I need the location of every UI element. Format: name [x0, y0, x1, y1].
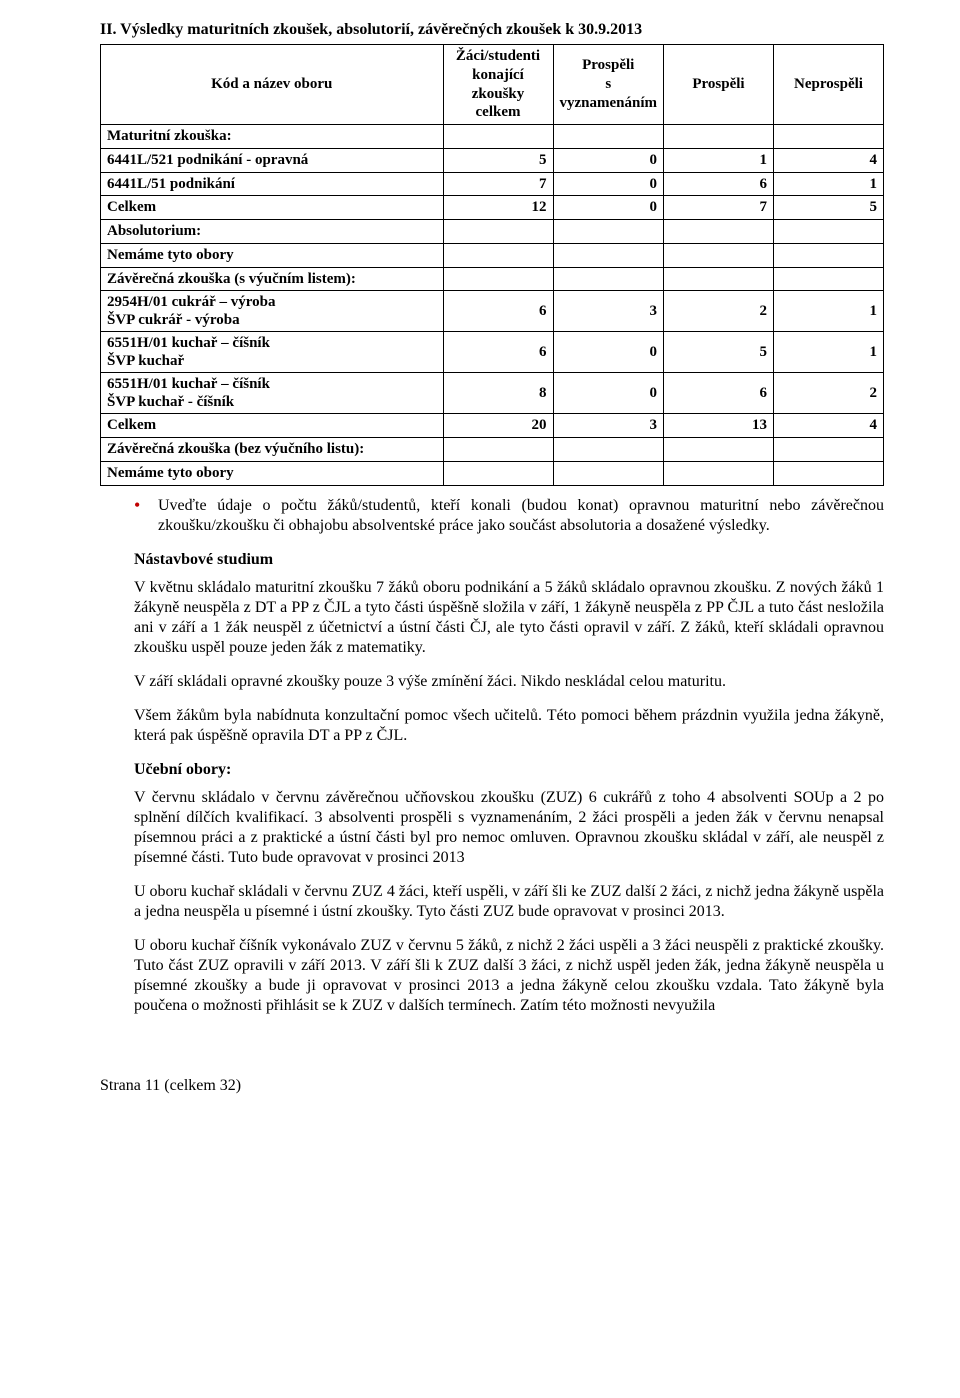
row-label: 6551H/01 kuchař – číšníkŠVP kuchař - číš… — [101, 373, 444, 414]
row-value — [774, 461, 884, 485]
row-value — [774, 267, 884, 291]
row-value — [664, 220, 774, 244]
row-value: 1 — [774, 172, 884, 196]
row-label: 2954H/01 cukrář – výrobaŠVP cukrář - výr… — [101, 291, 444, 332]
row-value — [553, 438, 664, 462]
table-row: Celkem203134 — [101, 414, 884, 438]
table-row: Závěrečná zkouška (bez výučního listu): — [101, 438, 884, 462]
row-value: 1 — [774, 291, 884, 332]
row-value: 7 — [664, 196, 774, 220]
page-footer: Strana 11 (celkem 32) — [100, 1076, 884, 1096]
row-value — [664, 125, 774, 149]
row-value — [553, 243, 664, 267]
paragraph: U oboru kuchař číšník vykonávalo ZUZ v č… — [134, 936, 884, 1016]
table-row: Závěrečná zkouška (s výučním listem): — [101, 267, 884, 291]
paragraph: Všem žákům byla nabídnuta konzultační po… — [134, 706, 884, 746]
row-value — [774, 220, 884, 244]
row-value — [443, 220, 553, 244]
row-label: 6551H/01 kuchař – číšníkŠVP kuchař — [101, 332, 444, 373]
row-value — [664, 267, 774, 291]
paragraph: V září skládali opravné zkoušky pouze 3 … — [134, 672, 884, 692]
col-header-field: Kód a název oboru — [101, 45, 444, 125]
table-row: Nemáme tyto obory — [101, 243, 884, 267]
bullet-item: Uveďte údaje o počtu žáků/studentů, kteř… — [134, 496, 884, 536]
row-value — [774, 438, 884, 462]
row-value: 12 — [443, 196, 553, 220]
col-header-failed: Neprospěli — [774, 45, 884, 125]
row-label: Absolutorium: — [101, 220, 444, 244]
table-row: Nemáme tyto obory — [101, 461, 884, 485]
row-value: 13 — [664, 414, 774, 438]
row-value: 2 — [664, 291, 774, 332]
paragraph: V květnu skládalo maturitní zkoušku 7 žá… — [134, 578, 884, 658]
row-label: Závěrečná zkouška (s výučním listem): — [101, 267, 444, 291]
row-value: 4 — [774, 148, 884, 172]
row-value: 0 — [553, 332, 664, 373]
row-value — [664, 461, 774, 485]
row-value — [553, 220, 664, 244]
row-value — [553, 267, 664, 291]
row-value: 3 — [553, 291, 664, 332]
row-value: 5 — [774, 196, 884, 220]
row-value — [443, 125, 553, 149]
row-value — [443, 461, 553, 485]
row-label: Celkem — [101, 414, 444, 438]
row-label: Závěrečná zkouška (bez výučního listu): — [101, 438, 444, 462]
table-row: 6551H/01 kuchař – číšníkŠVP kuchař - číš… — [101, 373, 884, 414]
row-value — [443, 267, 553, 291]
row-value: 7 — [443, 172, 553, 196]
row-value — [443, 243, 553, 267]
row-label: 6441L/51 podnikání — [101, 172, 444, 196]
row-value: 1 — [774, 332, 884, 373]
bullet-list: Uveďte údaje o počtu žáků/studentů, kteř… — [134, 496, 884, 536]
results-table: Kód a název oboru Žáci/studenti konající… — [100, 44, 884, 486]
row-value: 4 — [774, 414, 884, 438]
row-value — [553, 461, 664, 485]
table-row: 2954H/01 cukrář – výrobaŠVP cukrář - výr… — [101, 291, 884, 332]
row-value: 20 — [443, 414, 553, 438]
table-row: Celkem12075 — [101, 196, 884, 220]
row-value: 3 — [553, 414, 664, 438]
row-value — [443, 438, 553, 462]
subsection-title: Nástavbové studium — [134, 550, 884, 570]
row-value: 6 — [664, 373, 774, 414]
row-value: 1 — [664, 148, 774, 172]
row-label: Maturitní zkouška: — [101, 125, 444, 149]
table-row: Absolutorium: — [101, 220, 884, 244]
row-value — [553, 125, 664, 149]
row-value: 0 — [553, 172, 664, 196]
row-value: 5 — [664, 332, 774, 373]
table-row: 6441L/51 podnikání7061 — [101, 172, 884, 196]
table-row: Maturitní zkouška: — [101, 125, 884, 149]
row-value: 6 — [664, 172, 774, 196]
row-label: Nemáme tyto obory — [101, 243, 444, 267]
col-header-total: Žáci/studenti konající zkoušky celkem — [443, 45, 553, 125]
section-title: II. Výsledky maturitních zkoušek, absolu… — [100, 20, 884, 40]
row-label: Celkem — [101, 196, 444, 220]
row-value — [664, 438, 774, 462]
row-label: Nemáme tyto obory — [101, 461, 444, 485]
table-row: 6441L/521 podnikání - opravná5014 — [101, 148, 884, 172]
row-value: 5 — [443, 148, 553, 172]
row-value: 0 — [553, 148, 664, 172]
subsection-title: Učební obory: — [134, 760, 884, 780]
col-header-passed: Prospěli — [664, 45, 774, 125]
paragraph: U oboru kuchař skládali v červnu ZUZ 4 ž… — [134, 882, 884, 922]
table-row: 6551H/01 kuchař – číšníkŠVP kuchař6051 — [101, 332, 884, 373]
row-value — [774, 125, 884, 149]
row-value: 0 — [553, 373, 664, 414]
row-value — [774, 243, 884, 267]
row-value: 0 — [553, 196, 664, 220]
row-value: 2 — [774, 373, 884, 414]
row-label: 6441L/521 podnikání - opravná — [101, 148, 444, 172]
paragraph: V červnu skládalo v červnu závěrečnou uč… — [134, 788, 884, 868]
row-value — [664, 243, 774, 267]
row-value: 6 — [443, 291, 553, 332]
col-header-honors: Prospěli s vyznamenáním — [553, 45, 664, 125]
row-value: 6 — [443, 332, 553, 373]
row-value: 8 — [443, 373, 553, 414]
